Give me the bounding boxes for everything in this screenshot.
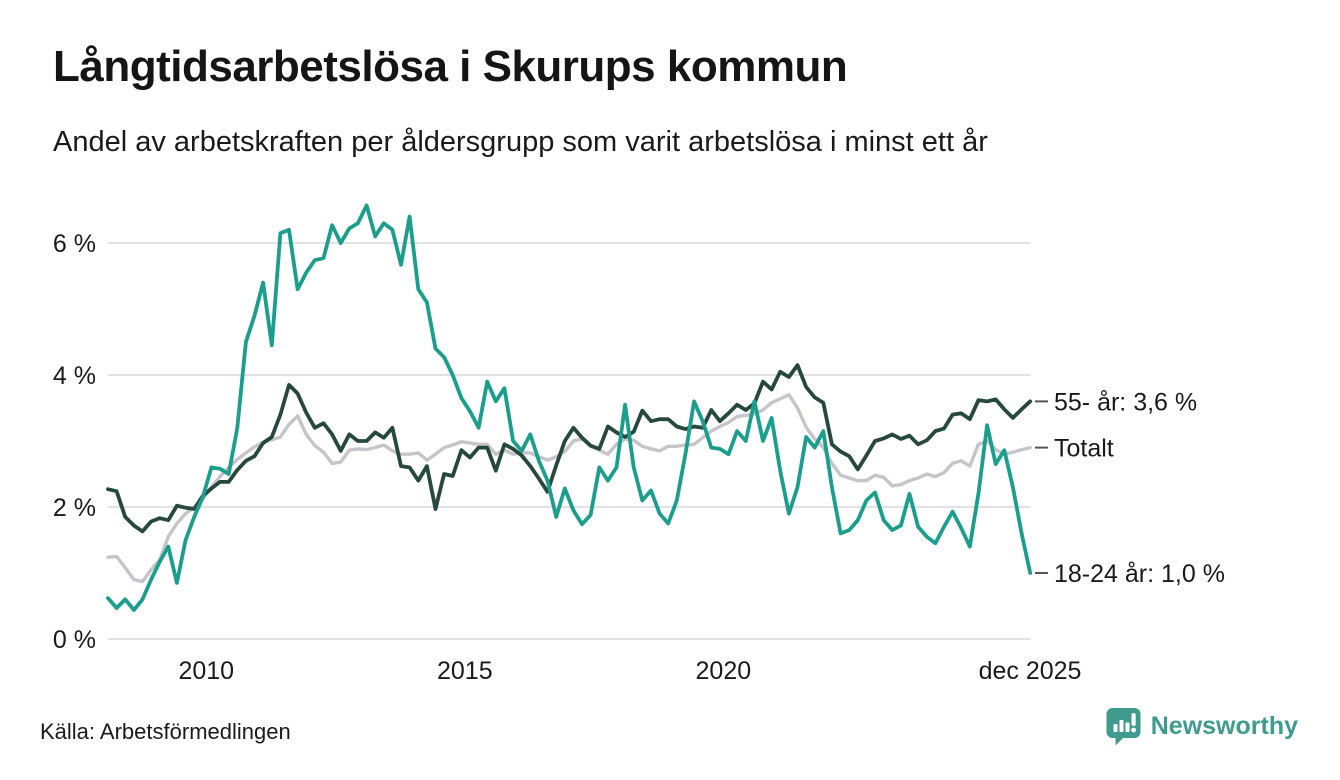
page-title: Långtidsarbetslösa i Skurups kommun (53, 42, 848, 91)
y-axis-tick-label: 2 % (53, 494, 96, 522)
newsworthy-wordmark: Newsworthy (1150, 711, 1298, 740)
line-chart: 0 % 2 % 4 % 6 % 2010 2015 2020 dec 2025 Totalt 55… (53, 203, 1225, 685)
y-axis-tick-label: 0 % (53, 626, 96, 654)
series-line-totalt (106, 393, 1032, 584)
x-axis-tick-label: 2010 (178, 657, 234, 685)
y-axis-tick-label: 6 % (53, 230, 96, 258)
series-end-label: 55- år: 3,6 % (1054, 388, 1197, 416)
series-line-55-r (106, 363, 1033, 534)
x-axis-tick-label: dec 2025 (979, 657, 1082, 685)
source-note: Källa: Arbetsförmedlingen (40, 719, 291, 744)
newsworthy-logo-icon (1106, 708, 1141, 746)
newsworthy-brand: Newsworthy (1105, 706, 1298, 746)
series-end-label: 18-24 år: 1,0 % (1054, 560, 1225, 588)
series-line-18-24-r (106, 203, 1033, 612)
chart-subtitle: Andel av arbetskraften per åldersgrupp s… (53, 126, 988, 158)
series-end-label: Totalt (1054, 435, 1114, 463)
x-axis-tick-label: 2015 (437, 657, 493, 685)
y-axis-tick-label: 4 % (53, 362, 96, 390)
x-axis-tick-label: 2020 (696, 657, 752, 685)
